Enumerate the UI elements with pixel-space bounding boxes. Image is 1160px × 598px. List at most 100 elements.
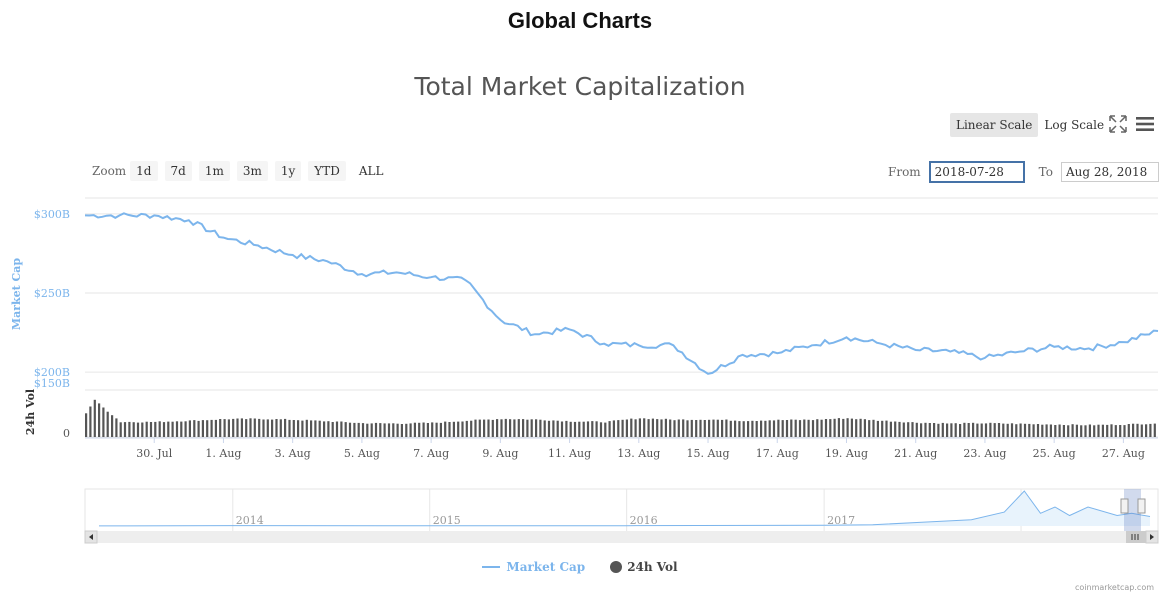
volume-bar — [1123, 425, 1126, 437]
navigator-left-handle[interactable] — [1120, 498, 1129, 514]
volume-bar — [591, 421, 594, 437]
volume-bar — [149, 422, 153, 437]
volume-bar — [184, 421, 187, 437]
x-tick-label: 11. Aug — [548, 447, 591, 460]
navigator[interactable]: 20142015201620172018 — [84, 488, 1159, 534]
volume-bar — [751, 420, 754, 437]
volume-bar — [1149, 423, 1152, 437]
navigator-line — [98, 490, 1151, 527]
from-date-input[interactable] — [928, 161, 1025, 183]
volume-bar — [630, 418, 633, 437]
volume-bar — [1145, 424, 1148, 437]
volume-bar — [764, 420, 767, 437]
volume-bar — [595, 421, 598, 437]
zoom-ytd-button[interactable]: YTD — [308, 161, 346, 181]
zoom-1d-button[interactable]: 1d — [130, 161, 158, 181]
legend-24h-vol[interactable]: 24h Vol — [609, 560, 678, 574]
fullscreen-icon[interactable] — [1108, 114, 1128, 138]
volume-bar — [297, 420, 300, 437]
scroll-right-arrow-icon — [1150, 534, 1154, 540]
credit-text[interactable]: coinmarketcap.com — [1075, 583, 1154, 592]
volume-bar — [785, 420, 789, 437]
main-grid — [85, 197, 1158, 373]
volume-bar — [422, 422, 425, 437]
volume-bar — [695, 420, 698, 437]
legend-24h-vol-label: 24h Vol — [627, 560, 678, 574]
to-date-input[interactable] — [1060, 162, 1159, 182]
volume-bar — [478, 419, 481, 437]
volume-bar — [738, 421, 741, 437]
volume-bar — [141, 422, 144, 437]
volume-bar — [171, 421, 174, 437]
volume-bar — [1023, 423, 1027, 437]
volume-bar — [708, 419, 711, 437]
hamburger-menu-icon[interactable] — [1134, 114, 1156, 138]
line-marker-icon — [482, 566, 501, 568]
legend-market-cap[interactable]: Market Cap — [482, 560, 585, 574]
volume-bar — [993, 423, 996, 437]
volume-bar — [123, 422, 127, 437]
volume-bar — [1088, 424, 1091, 437]
volume-bar — [643, 418, 646, 437]
volume-bar — [102, 407, 105, 437]
volume-bar — [288, 419, 291, 437]
volume-bar — [85, 413, 88, 437]
page-title: Global Charts — [507, 8, 653, 33]
navigator-area — [99, 491, 1150, 526]
volume-bar — [742, 421, 745, 437]
scrollbar[interactable] — [84, 530, 1159, 544]
volume-bar — [1132, 423, 1135, 437]
scrollbar-track[interactable] — [85, 531, 1158, 543]
volume-bar — [426, 423, 429, 437]
legend-market-cap-label: Market Cap — [506, 560, 586, 574]
volume-bar — [210, 419, 213, 437]
volume-bar — [1041, 424, 1044, 437]
volume-bar — [881, 420, 884, 437]
volume-bar — [682, 419, 685, 437]
log-scale-button[interactable]: Log Scale — [1044, 118, 1105, 132]
volume-bar — [1075, 424, 1078, 437]
volume-bar — [1006, 423, 1009, 437]
volume-bar — [513, 419, 516, 437]
navigator-tick-label: 2014 — [236, 514, 264, 527]
volume-bar — [535, 419, 538, 437]
volume-bar — [530, 419, 533, 437]
x-tick-label: 17. Aug — [756, 447, 799, 460]
x-axis: 30. Jul 1. Aug 3. Aug 5. Aug 7. Aug 9. Aug 11.… — [85, 437, 1158, 460]
volume-bar — [253, 418, 256, 437]
chart-title: Total Market Capitalization — [414, 72, 746, 101]
x-tick-label: 15. Aug — [687, 447, 730, 460]
volume-bar — [885, 420, 888, 437]
volume-bar — [634, 419, 637, 437]
volume-bar — [487, 419, 490, 437]
volume-bar — [461, 421, 464, 437]
volume-bar — [1032, 424, 1035, 437]
volume-bar — [1045, 424, 1048, 437]
zoom-3m-button[interactable]: 3m — [236, 161, 268, 181]
zoom-1m-button[interactable]: 1m — [198, 161, 230, 181]
volume-bar — [310, 420, 313, 437]
volume-bar — [175, 421, 179, 437]
zoom-7d-button[interactable]: 7d — [164, 161, 192, 181]
volume-bar — [227, 419, 230, 437]
linear-scale-button[interactable]: Linear Scale — [950, 113, 1039, 137]
volume-bar — [1153, 423, 1156, 437]
volume-bar — [734, 420, 737, 437]
volume-bar — [863, 419, 866, 437]
navigator-right-handle[interactable] — [1137, 498, 1146, 514]
volume-bar — [413, 422, 416, 437]
zoom-all-button[interactable]: ALL — [358, 164, 384, 178]
volume-bar — [158, 421, 161, 437]
volume-bar — [522, 419, 525, 437]
volume-bar — [266, 419, 269, 437]
volume-bar — [435, 422, 438, 437]
volume-bar — [448, 422, 451, 437]
volume-bar — [582, 421, 585, 437]
volume-bar — [565, 420, 568, 437]
volume-bar — [457, 421, 460, 437]
volume-bar — [1010, 423, 1014, 437]
scrollbar-thumb[interactable] — [1126, 531, 1146, 543]
volume-bar — [314, 420, 317, 437]
volume-bar — [292, 420, 295, 437]
zoom-1y-button[interactable]: 1y — [274, 161, 302, 181]
